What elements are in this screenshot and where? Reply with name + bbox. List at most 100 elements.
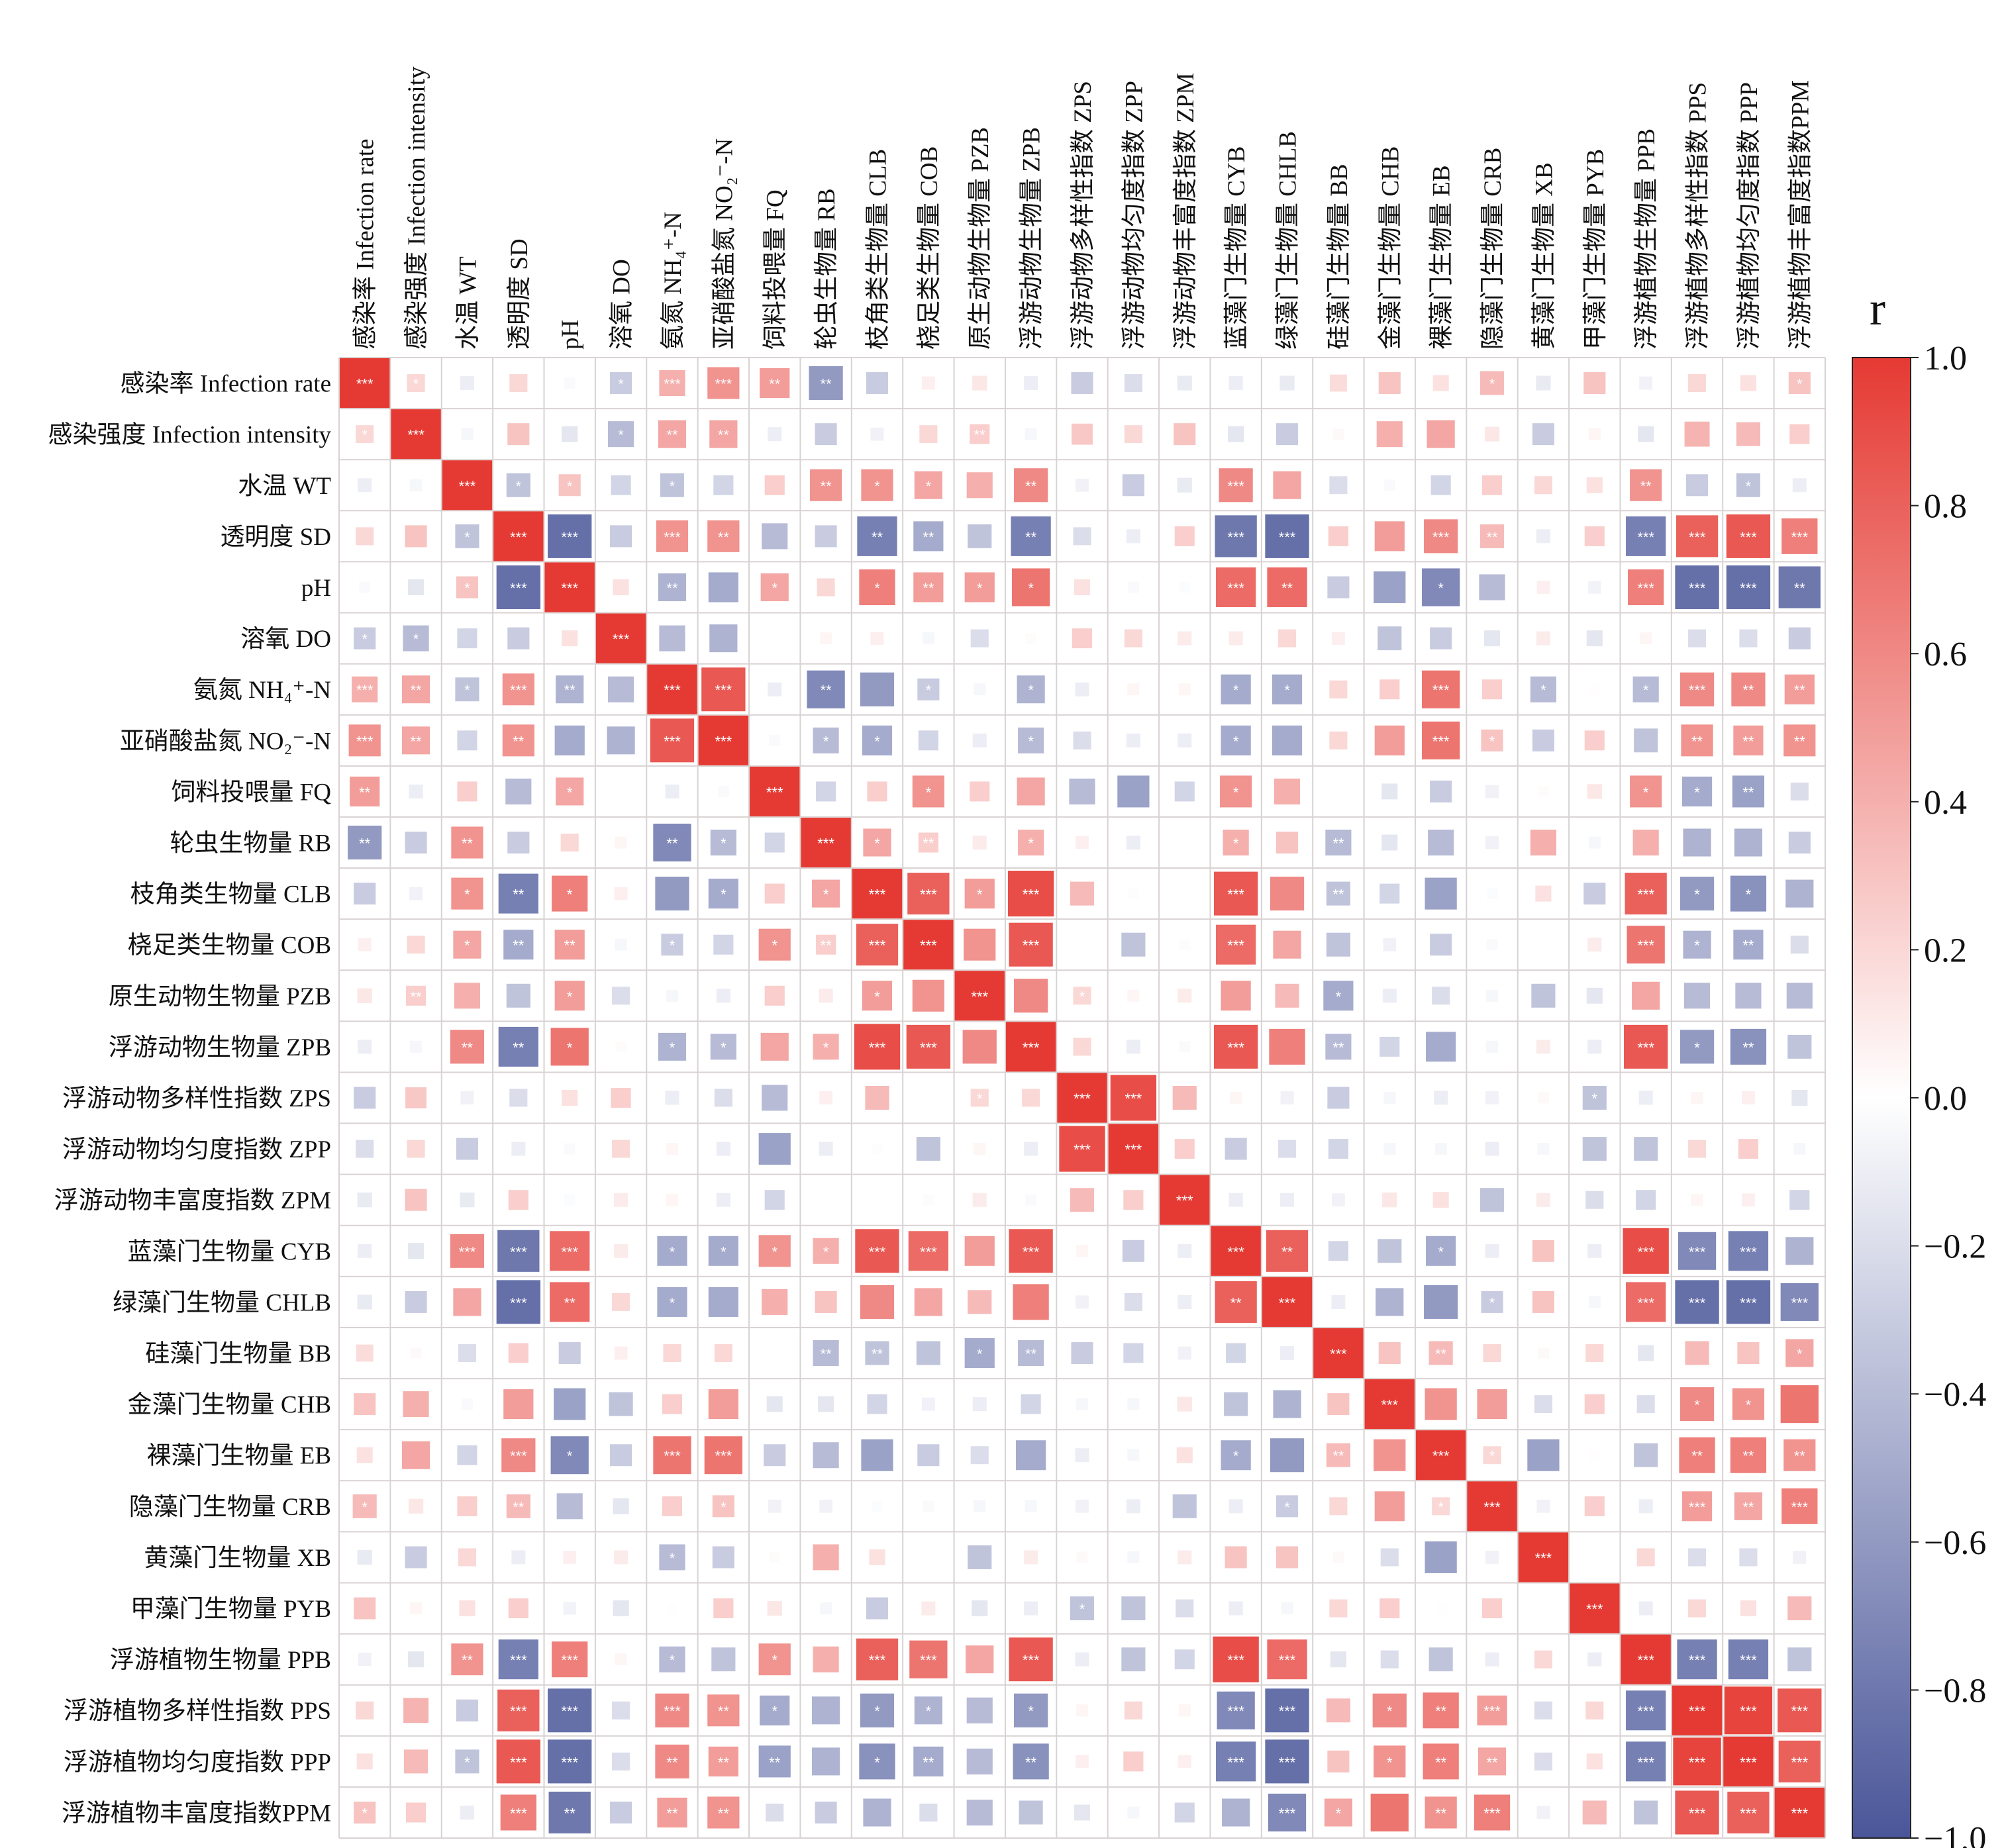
- significance-stars: *: [874, 835, 880, 851]
- heatmap-cell: [1787, 1034, 1812, 1059]
- heatmap-cell: [1160, 1175, 1210, 1225]
- significance-stars: *: [977, 887, 983, 903]
- heatmap-cell: [612, 1292, 630, 1311]
- significance-stars: ***: [1483, 1499, 1501, 1516]
- heatmap-cell: [813, 1544, 839, 1571]
- heatmap-cell: [1329, 731, 1348, 750]
- heatmap-cell: [1726, 514, 1771, 558]
- heatmap-cell: [1423, 1743, 1459, 1780]
- heatmap-cell: [1331, 1193, 1345, 1207]
- significance-stars: ***: [1227, 529, 1244, 546]
- heatmap-cell: [657, 1797, 687, 1827]
- significance-stars: ***: [1740, 1294, 1757, 1311]
- heatmap-cell: [457, 1496, 477, 1516]
- row-label: pH: [301, 575, 331, 602]
- heatmap-cell: [966, 472, 993, 499]
- heatmap-cell: [1073, 1038, 1091, 1056]
- heatmap-cell: [1276, 423, 1299, 446]
- heatmap-cell: [1274, 778, 1301, 804]
- heatmap-cell: [1570, 1583, 1620, 1633]
- heatmap-cell: [1684, 421, 1710, 447]
- heatmap-cell: [1624, 1024, 1668, 1069]
- heatmap-cell: [1323, 981, 1354, 1011]
- heatmap-cell: [1215, 924, 1256, 965]
- significance-stars: *: [874, 1703, 880, 1720]
- heatmap-cell: [1485, 785, 1499, 799]
- significance-stars: ***: [510, 580, 527, 597]
- heatmap-cell: [1121, 1596, 1146, 1621]
- row-label: 溶氧 DO: [240, 625, 331, 653]
- heatmap-cell: [1789, 424, 1810, 444]
- heatmap-cell: [457, 730, 477, 751]
- heatmap-cell: [656, 520, 689, 552]
- significance-stars: *: [618, 427, 624, 444]
- heatmap-cell: [1014, 979, 1048, 1013]
- significance-stars: *: [1746, 1397, 1752, 1414]
- significance-stars: **: [513, 938, 525, 954]
- heatmap-cell: [1632, 676, 1659, 703]
- significance-stars: ***: [561, 1652, 578, 1669]
- heatmap-cell: [356, 1344, 374, 1362]
- heatmap-cell: [716, 989, 730, 1003]
- significance-stars: ***: [1432, 529, 1450, 546]
- significance-stars: ***: [1689, 1703, 1706, 1720]
- significance-stars: *: [1233, 835, 1239, 851]
- heatmap-cell: [1587, 1652, 1602, 1667]
- heatmap-cell: [820, 1602, 832, 1615]
- heatmap-cell: [1070, 1596, 1095, 1621]
- heatmap-cell: [614, 1192, 628, 1207]
- heatmap-cell: [819, 1142, 833, 1156]
- heatmap-cell: [764, 1444, 786, 1467]
- significance-stars: **: [666, 580, 678, 597]
- significance-stars: *: [362, 631, 368, 648]
- heatmap-cell: [1685, 1341, 1709, 1365]
- heatmap-cell: [1435, 1603, 1446, 1614]
- heatmap-cell: [1213, 1636, 1259, 1682]
- heatmap-cell: [348, 724, 381, 757]
- row-label: 桡足类生物量 COB: [128, 932, 331, 959]
- heatmap-cell: [610, 372, 632, 395]
- heatmap-cell: [708, 1236, 738, 1266]
- heatmap-cell: [1174, 526, 1195, 546]
- heatmap-cell: [610, 1801, 632, 1824]
- heatmap-cell: [1673, 1737, 1721, 1786]
- significance-stars: **: [821, 938, 832, 954]
- column-label: 枝角类生物量 CLB: [864, 149, 891, 350]
- heatmap-cell: [1532, 729, 1554, 752]
- significance-stars: *: [823, 1040, 829, 1056]
- heatmap-cell: [1124, 374, 1142, 393]
- heatmap-cell: [1024, 1601, 1038, 1616]
- row-label: 浮游动物生物量 ZPB: [109, 1034, 331, 1061]
- heatmap-cell: [1723, 1736, 1774, 1786]
- heatmap-cell: [1224, 1392, 1248, 1416]
- significance-stars: *: [464, 1754, 470, 1771]
- heatmap-cell: [1230, 1092, 1242, 1104]
- heatmap-cell: [954, 971, 1005, 1021]
- heatmap-cell: [1326, 932, 1350, 957]
- heatmap-cell: [352, 676, 378, 703]
- colorbar-tick-label: −0.4: [1924, 1376, 1986, 1414]
- heatmap-cell: [1582, 1800, 1607, 1825]
- heatmap-cell: [1434, 1091, 1448, 1105]
- significance-stars: ***: [664, 529, 681, 546]
- heatmap-cell: [1379, 1598, 1400, 1619]
- heatmap-cell: [1178, 683, 1191, 696]
- colorbar-tick-label: 1.0: [1924, 340, 1967, 377]
- significance-stars: ***: [1740, 529, 1757, 546]
- colorbar-tick-label: 0.0: [1924, 1080, 1967, 1118]
- heatmap-cells: *** * * *** *** ** ** * ** *** * ** ** ***** * * * ** * * **…: [340, 358, 1825, 1837]
- row-label: 黄藻门生物量 XB: [144, 1544, 331, 1572]
- row-labels: 感染率 Infection rate 感染强度 Infection intensi…: [48, 370, 332, 1827]
- significance-stars: ***: [1023, 1243, 1040, 1260]
- heatmap-cell: [610, 525, 632, 548]
- significance-stars: **: [1691, 733, 1703, 750]
- heatmap-cell: [1728, 1639, 1769, 1680]
- heatmap-cell: [615, 938, 627, 951]
- significance-stars: ***: [715, 733, 732, 750]
- significance-stars: *: [721, 1040, 726, 1056]
- heatmap-cell: [408, 579, 425, 595]
- heatmap-cell: [1374, 725, 1405, 755]
- heatmap-cell: [813, 1340, 839, 1367]
- heatmap-cell: [1076, 1295, 1089, 1309]
- heatmap-cell: [1211, 1226, 1261, 1276]
